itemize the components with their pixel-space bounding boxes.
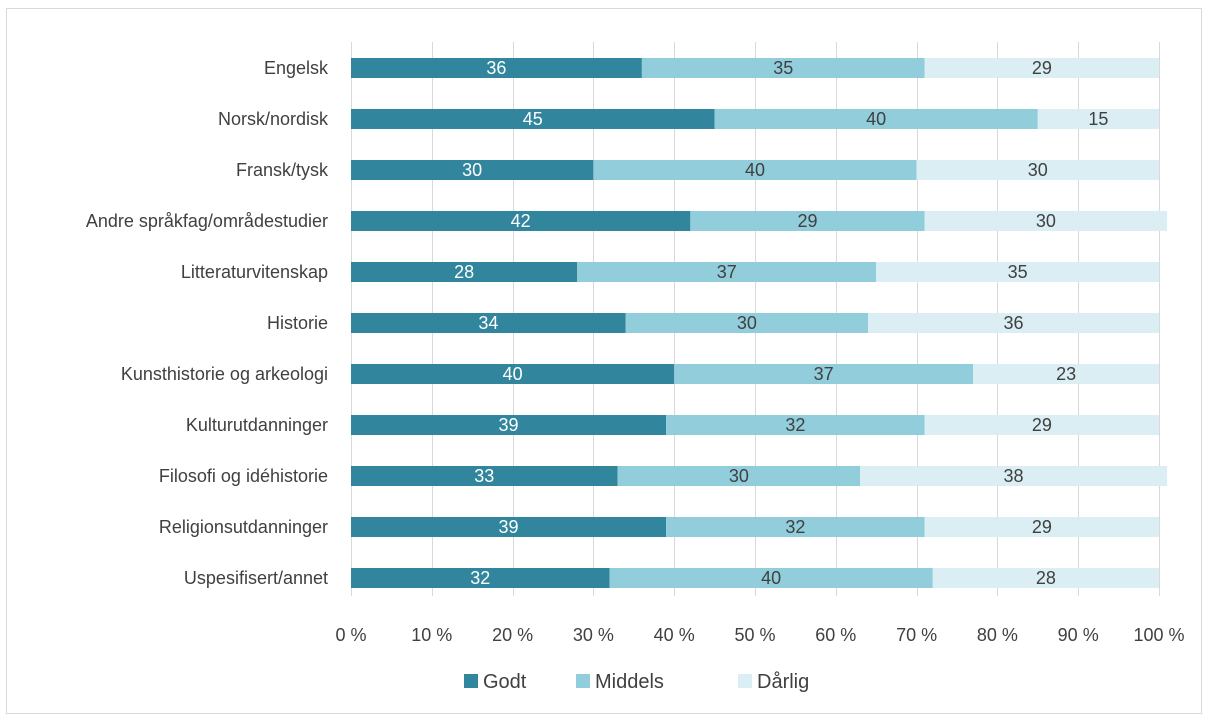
bar-segment-middels <box>641 58 925 78</box>
bar-segment-middels <box>714 109 1038 129</box>
data-label: 36 <box>486 58 506 78</box>
category-label: Litteraturvitenskap <box>181 262 328 282</box>
bar-segment-d-rlig <box>924 58 1159 78</box>
bar-segment-godt <box>351 211 691 231</box>
x-tick-label: 80 % <box>977 625 1018 645</box>
data-label: 34 <box>478 313 498 333</box>
data-label: 30 <box>1028 160 1048 180</box>
bar-segment-godt <box>351 568 610 588</box>
x-tick-label: 40 % <box>654 625 695 645</box>
bar-segment-middels <box>666 517 925 537</box>
data-label: 37 <box>717 262 737 282</box>
data-label: 30 <box>462 160 482 180</box>
data-label: 15 <box>1088 109 1108 129</box>
x-tick-label: 70 % <box>896 625 937 645</box>
legend-label-godt: Godt <box>483 671 527 693</box>
data-label: 40 <box>503 364 523 384</box>
data-label: 30 <box>737 313 757 333</box>
category-label: Andre språkfag/områdestudier <box>86 211 328 231</box>
data-label: 37 <box>814 364 834 384</box>
bar-segment-d-rlig <box>973 364 1159 384</box>
bars: 36 35 29 45 40 15 30 40 30 42 29 30 28 37 35 34 30 36 40 37… <box>351 58 1168 588</box>
legend-swatch-godt <box>464 674 478 688</box>
bar-segment-godt <box>351 160 594 180</box>
bar-segment-d-rlig <box>916 160 1159 180</box>
category-label: Kunsthistorie og arkeologi <box>121 364 328 384</box>
data-label: 35 <box>1008 262 1028 282</box>
data-label: 39 <box>499 415 519 435</box>
data-label: 32 <box>470 568 490 588</box>
data-label: 28 <box>454 262 474 282</box>
bar-segment-godt <box>351 415 667 435</box>
bar-segment-godt <box>351 58 642 78</box>
bar-segment-godt <box>351 466 618 486</box>
bar-segment-godt <box>351 517 667 537</box>
bar-segment-godt <box>351 109 715 129</box>
bar-segment-d-rlig <box>924 211 1168 231</box>
x-tick-labels: 0 % 10 % 20 % 30 % 40 % 50 % 60 % 70 % 80 % 90 % 1… <box>335 625 1184 645</box>
data-label: 32 <box>785 517 805 537</box>
data-label: 23 <box>1056 364 1076 384</box>
bar-segment-d-rlig <box>924 415 1159 435</box>
bar-segment-d-rlig <box>868 313 1159 333</box>
category-labels: Engelsk Norsk/nordisk Fransk/tysk Andre spr… <box>86 58 329 588</box>
data-label: 29 <box>1032 58 1052 78</box>
legend-label-middels: Middels <box>595 671 664 693</box>
data-label: 45 <box>523 109 543 129</box>
bar-segment-middels <box>593 160 917 180</box>
bar-segment-middels <box>690 211 925 231</box>
data-label: 30 <box>1036 211 1056 231</box>
bar-segment-godt <box>351 262 578 282</box>
x-tick-label: 90 % <box>1058 625 1099 645</box>
x-tick-label: 30 % <box>573 625 614 645</box>
x-tick-label: 0 % <box>335 625 366 645</box>
bar-segment-d-rlig <box>1037 109 1159 129</box>
x-tick-label: 60 % <box>815 625 856 645</box>
data-label: 36 <box>1004 313 1024 333</box>
category-label: Historie <box>267 313 328 333</box>
data-label: 29 <box>1032 415 1052 435</box>
data-label: 29 <box>798 211 818 231</box>
legend-label-d-rlig: Dårlig <box>757 671 809 693</box>
data-label: 28 <box>1036 568 1056 588</box>
category-label: Kulturutdanninger <box>186 415 328 435</box>
data-label: 39 <box>499 517 519 537</box>
data-label: 29 <box>1032 517 1052 537</box>
category-label: Fransk/tysk <box>236 160 329 180</box>
bar-segment-d-rlig <box>860 466 1168 486</box>
category-label: Engelsk <box>264 58 329 78</box>
data-label: 35 <box>773 58 793 78</box>
bar-segment-d-rlig <box>876 262 1159 282</box>
data-label: 40 <box>866 109 886 129</box>
legend-swatch-d-rlig <box>738 674 752 688</box>
category-label: Norsk/nordisk <box>218 109 329 129</box>
x-tick-label: 50 % <box>734 625 775 645</box>
legend: Godt Middels Dårlig <box>464 671 809 693</box>
bar-segment-middels <box>625 313 869 333</box>
bar-segment-middels <box>577 262 877 282</box>
legend-swatch-middels <box>576 674 590 688</box>
data-label: 42 <box>511 211 531 231</box>
data-label: 32 <box>785 415 805 435</box>
x-tick-label: 100 % <box>1133 625 1184 645</box>
bar-segment-d-rlig <box>924 517 1159 537</box>
bar-segment-middels <box>609 568 933 588</box>
category-label: Religionsutdanninger <box>159 517 328 537</box>
bar-segment-middels <box>666 415 925 435</box>
data-label: 33 <box>474 466 494 486</box>
data-label: 38 <box>1004 466 1024 486</box>
data-label: 30 <box>729 466 749 486</box>
bar-segment-middels <box>617 466 861 486</box>
bar-segment-middels <box>674 364 974 384</box>
x-tick-label: 10 % <box>411 625 452 645</box>
bar-segment-godt <box>351 364 675 384</box>
data-label: 40 <box>745 160 765 180</box>
x-tick-label: 20 % <box>492 625 533 645</box>
category-label: Filosofi og idéhistorie <box>159 466 328 486</box>
category-label: Uspesifisert/annet <box>184 568 328 588</box>
bar-segment-godt <box>351 313 626 333</box>
bar-segment-d-rlig <box>932 568 1159 588</box>
data-label: 40 <box>761 568 781 588</box>
